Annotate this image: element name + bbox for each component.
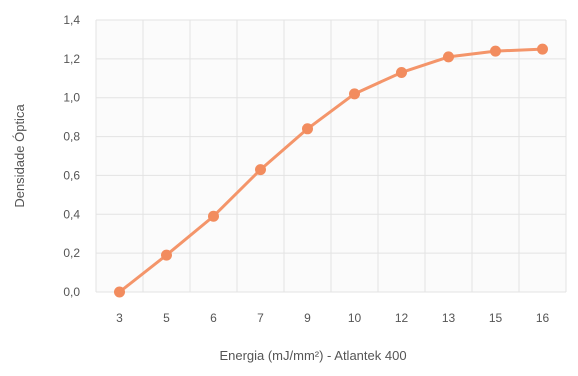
data-point bbox=[349, 88, 360, 100]
y-tick-label: 0,8 bbox=[63, 130, 80, 144]
x-tick-label: 6 bbox=[210, 311, 217, 325]
data-point bbox=[443, 51, 454, 63]
x-tick-label: 10 bbox=[348, 311, 362, 325]
data-point bbox=[396, 66, 407, 78]
y-axis-ticks: 0,0 0,2 0,4 0,6 0,8 1,0 1,2 1,4 bbox=[63, 13, 80, 299]
x-tick-label: 13 bbox=[442, 311, 456, 325]
x-axis-ticks: 3 5 6 7 9 10 12 13 15 16 bbox=[116, 311, 549, 325]
y-tick-label: 0,4 bbox=[63, 207, 80, 221]
y-tick-label: 1,2 bbox=[63, 52, 80, 66]
y-tick-label: 0,6 bbox=[63, 168, 80, 182]
x-tick-label: 5 bbox=[163, 311, 170, 325]
data-point bbox=[208, 210, 219, 222]
x-tick-label: 9 bbox=[304, 311, 311, 325]
data-point bbox=[114, 286, 125, 298]
x-tick-label: 15 bbox=[489, 311, 503, 325]
y-axis-label: Densidade Óptica bbox=[12, 104, 27, 208]
x-tick-label: 12 bbox=[395, 311, 409, 325]
data-point bbox=[255, 164, 266, 176]
y-tick-label: 1,4 bbox=[63, 13, 80, 27]
data-point bbox=[537, 43, 548, 55]
data-point bbox=[490, 45, 501, 57]
gridlines bbox=[95, 19, 567, 293]
data-point bbox=[302, 123, 313, 135]
y-tick-label: 0,2 bbox=[63, 246, 80, 260]
x-tick-label: 7 bbox=[257, 311, 264, 325]
data-points bbox=[114, 43, 548, 298]
data-point bbox=[161, 249, 172, 261]
x-axis-label: Energia (mJ/mm²) - Atlantek 400 bbox=[219, 348, 406, 363]
y-tick-label: 1,0 bbox=[63, 91, 80, 105]
series-line bbox=[118, 47, 544, 294]
x-tick-label: 16 bbox=[536, 311, 550, 325]
y-tick-label: 0,0 bbox=[63, 285, 80, 299]
x-tick-label: 3 bbox=[116, 311, 123, 325]
